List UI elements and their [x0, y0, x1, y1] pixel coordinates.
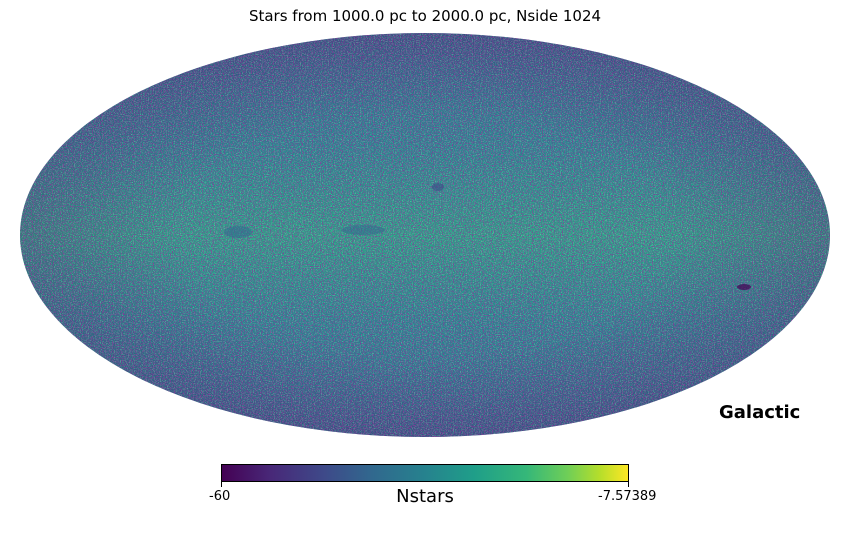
colorbar-title: Nstars	[396, 486, 454, 507]
colorbar-tick-max	[628, 482, 629, 487]
dust-cloud	[737, 284, 751, 290]
colorbar-min-label: -60	[209, 489, 231, 504]
colorbar	[221, 464, 629, 482]
colorbar-max-label: -7.57389	[598, 489, 657, 504]
map-title: Stars from 1000.0 pc to 2000.0 pc, Nside…	[248, 7, 602, 25]
colorbar-tick-min	[221, 482, 222, 487]
coordinate-system-label: Galactic	[719, 402, 801, 423]
mollweide-sky-map	[20, 33, 830, 437]
sky-noise-texture	[20, 33, 830, 437]
dust-cloud	[432, 183, 444, 191]
dust-cloud	[224, 226, 252, 238]
dust-cloud	[341, 225, 385, 235]
